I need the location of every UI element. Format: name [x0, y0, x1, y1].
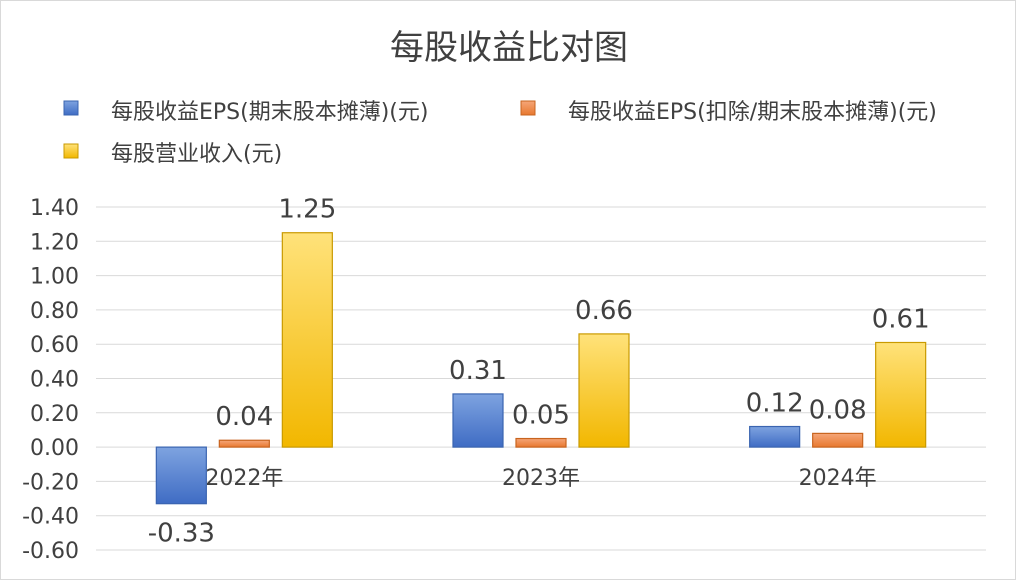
legend: 每股收益EPS(期末股本摊薄)(元) 每股收益EPS(扣除/期末股本摊薄)(元)… [63, 100, 937, 167]
legend-item-revenue-per-share: 每股营业收入(元) [63, 142, 282, 167]
x-axis-categories: 2022年 2023年 2024年 [205, 466, 876, 491]
legend-swatch-eps-deducted [520, 100, 536, 116]
data-label-revenue-per-share: 0.66 [575, 296, 633, 326]
y-tick-label: 0.20 [30, 402, 79, 427]
bar-revenue-per-share [875, 341, 927, 448]
legend-item-eps-deducted: 每股收益EPS(扣除/期末股本摊薄)(元) [520, 100, 937, 125]
y-tick-label: 0.80 [30, 299, 79, 324]
y-tick-label: -0.60 [22, 539, 79, 564]
gridlines [96, 206, 986, 551]
bar-eps-deducted [515, 437, 567, 448]
y-tick-label: 0.00 [30, 436, 79, 461]
legend-item-eps-diluted: 每股收益EPS(期末股本摊薄)(元) [63, 100, 428, 125]
y-tick-label: 1.00 [30, 265, 79, 290]
y-tick-label: 0.40 [30, 368, 79, 393]
data-label-eps-diluted: 0.31 [449, 356, 507, 386]
bars [155, 232, 927, 505]
legend-label-eps-deducted: 每股收益EPS(扣除/期末股本摊薄)(元) [568, 100, 937, 125]
legend-label-revenue-per-share: 每股营业收入(元) [111, 142, 282, 167]
data-label-eps-deducted: 0.08 [809, 395, 867, 425]
bar-eps-deducted [812, 432, 864, 448]
data-label-eps-deducted: 0.05 [512, 401, 570, 431]
y-tick-label: 1.40 [30, 196, 79, 221]
y-axis-ticks: -0.60 -0.40 -0.20 0.00 0.20 0.40 0.60 0.80 1.00 1… [22, 196, 79, 564]
data-label-eps-diluted: -0.33 [148, 519, 215, 549]
bar-eps-diluted [452, 393, 504, 448]
data-labels: -0.33 0.04 1.25 0.310.05 0.66 0.12 0.08 0.61 [148, 195, 930, 549]
bar-revenue-per-share [578, 333, 630, 448]
data-label-eps-diluted: 0.12 [746, 389, 804, 419]
bar-eps-diluted [155, 446, 207, 505]
data-label-revenue-per-share: 1.25 [278, 195, 336, 225]
bar-eps-diluted [749, 425, 801, 448]
data-label-revenue-per-share: 0.61 [872, 304, 930, 334]
y-tick-label: -0.40 [22, 505, 79, 530]
data-label-eps-deducted: 0.04 [215, 402, 273, 432]
bar-eps-deducted [218, 439, 270, 448]
legend-label-eps-diluted: 每股收益EPS(期末股本摊薄)(元) [111, 100, 428, 125]
chart-title: 每股收益比对图 [390, 28, 628, 68]
x-category-label: 2024年 [799, 466, 877, 491]
y-tick-label: 0.60 [30, 333, 79, 358]
y-tick-label: 1.20 [30, 230, 79, 255]
x-category-label: 2023年 [502, 466, 580, 491]
x-category-label: 2022年 [205, 466, 283, 491]
legend-swatch-eps-diluted [63, 100, 79, 116]
bar-revenue-per-share [281, 232, 333, 448]
legend-swatch-revenue-per-share [63, 143, 79, 159]
y-tick-label: -0.20 [22, 470, 79, 495]
